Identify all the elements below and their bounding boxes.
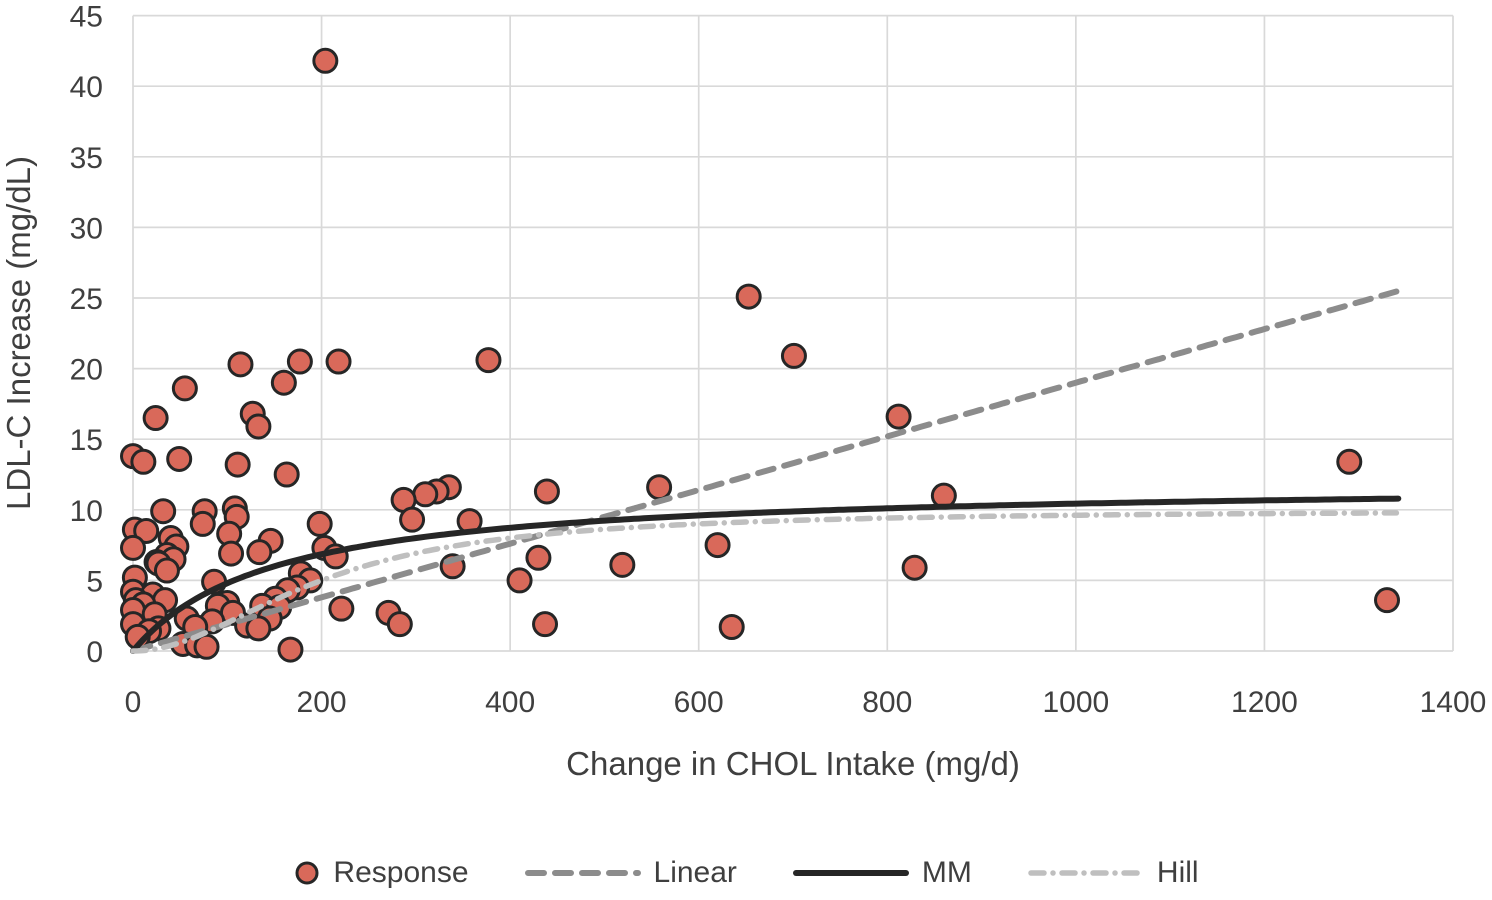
fit-curves [130,288,1402,654]
svg-text:10: 10 [70,495,103,528]
svg-text:0: 0 [86,636,103,669]
svg-text:30: 30 [70,212,103,245]
svg-text:1200: 1200 [1231,686,1298,719]
legend-item-mm: MM [792,856,972,890]
hill-line-icon [1028,870,1144,876]
svg-text:200: 200 [297,686,347,719]
x-axis-title: Change in CHOL Intake (mg/d) [566,745,1020,782]
svg-text:40: 40 [70,71,103,104]
svg-text:20: 20 [70,354,103,387]
svg-text:400: 400 [485,686,535,719]
legend-item-response: Response [293,856,469,890]
response-points [120,47,1400,663]
linear-line-icon [524,870,641,876]
svg-text:5: 5 [86,565,103,598]
tick-labels: 0 200 400 600 800 1000 1200 1400 0 5 10 15 20 25 30 35 4… [70,1,1487,719]
svg-text:1400: 1400 [1420,686,1487,719]
svg-text:25: 25 [70,283,103,316]
legend: Response Linear MM Hill [0,856,1492,890]
svg-text:600: 600 [674,686,724,719]
svg-text:15: 15 [70,424,103,457]
legend-item-hill: Hill [1027,856,1199,890]
legend-item-linear: Linear [524,856,737,890]
svg-text:45: 45 [70,1,103,34]
svg-text:0: 0 [125,686,142,719]
legend-label-mm: MM [921,856,972,889]
svg-text:800: 800 [862,686,912,719]
legend-label-hill: Hill [1156,856,1199,889]
svg-text:1000: 1000 [1042,686,1109,719]
legend-label-response: Response [333,856,469,889]
y-axis-title: LDL-C Increase (mg/dL) [0,156,37,510]
legend-label-linear: Linear [653,856,737,889]
mm-line-icon [792,870,909,876]
svg-text:35: 35 [70,142,103,175]
response-marker-icon [295,861,319,885]
